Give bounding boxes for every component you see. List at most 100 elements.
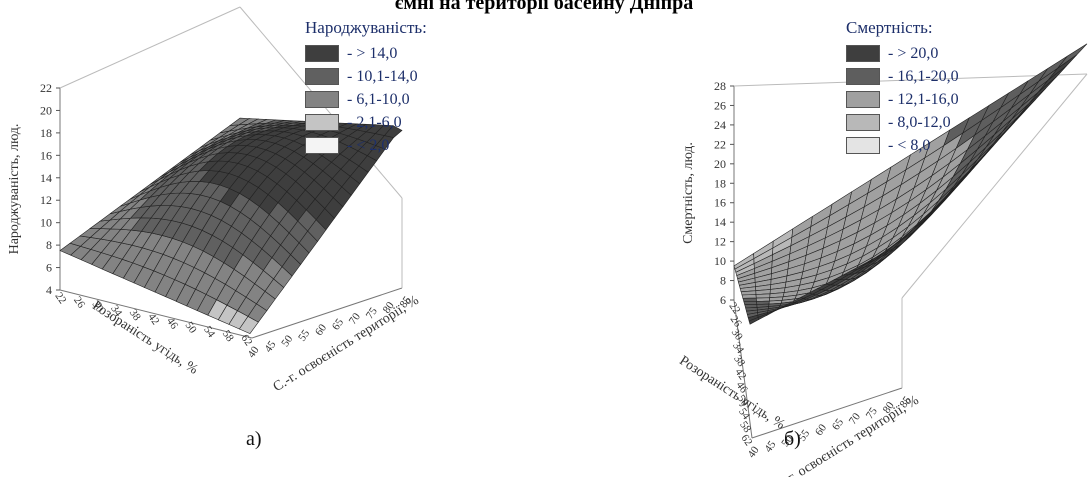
y-axis-line [59, 289, 253, 339]
y-tick-label: 42 [145, 311, 161, 327]
legend-item: - > 14,0 [305, 42, 427, 65]
x-tick-label: 65 [830, 416, 846, 432]
y-axis-line [733, 299, 753, 439]
y-tick-label: 30 [729, 327, 745, 343]
z-tick-label: 14 [40, 171, 52, 185]
legend-death: Смертність: - > 20,0 - 16,1-20,0 - 12,1-… [846, 18, 959, 157]
z-tick-label: 14 [714, 215, 726, 229]
box-edge [901, 73, 1088, 299]
z-tick-label: 18 [40, 126, 52, 140]
z-tick-label: 18 [714, 176, 726, 190]
caption-b: б) [784, 428, 801, 450]
surface-mesh [59, 117, 403, 334]
legend-title: Народжуваність: [305, 18, 427, 37]
surface-cell [383, 125, 403, 138]
caption-a: а) [246, 428, 262, 450]
legend-item: - 6,1-10,0 [305, 88, 427, 111]
y-tick-label: 22 [726, 300, 742, 316]
legend-item: - 2,1-6,0 [305, 111, 427, 134]
surface-cell [743, 301, 758, 306]
z-tick-label: 8 [720, 274, 726, 288]
x-axis-title: С.-г. освоєність території, % [271, 293, 422, 395]
legend-item: - < 2,0 [305, 134, 427, 157]
z-tick-label: 26 [714, 98, 726, 112]
z-tick-label: 20 [40, 103, 52, 117]
legend-label: - 10,1-14,0 [347, 67, 418, 85]
z-tick-label: 22 [40, 81, 52, 95]
legend-label: - < 8,0 [888, 136, 931, 154]
x-axis-line [751, 387, 903, 439]
x-tick-label: 70 [847, 411, 863, 427]
page-title: ємні на території басейну Дніпра [394, 0, 694, 14]
legend-label: - 16,1-20,0 [888, 67, 959, 85]
z-tick-label: 28 [714, 79, 726, 93]
surface-mesh [733, 43, 1088, 325]
y-tick-label: 50 [183, 320, 199, 336]
legend-item: - > 20,0 [846, 42, 959, 65]
x-tick-label: 70 [347, 311, 363, 327]
z-tick-label: 12 [714, 235, 726, 249]
box-edge [59, 6, 241, 89]
legend-swatch [846, 45, 880, 62]
surface-cell [1057, 43, 1088, 69]
legend-swatch [305, 91, 339, 108]
z-tick-label: 8 [46, 238, 52, 252]
legend-label: - > 20,0 [888, 44, 939, 62]
legend-label: - 2,1-6,0 [347, 113, 402, 131]
legend-birth: Народжуваність: - > 14,0 - 10,1-14,0 - 6… [305, 18, 427, 157]
legend-swatch [846, 68, 880, 85]
y-axis-title: Розораність угідь, % [676, 353, 787, 432]
z-tick-label: 12 [40, 193, 52, 207]
surface-cell [741, 294, 757, 299]
y-tick-label: 22 [52, 290, 68, 306]
legend-label: - 6,1-10,0 [347, 90, 410, 108]
plot-box [733, 73, 1088, 439]
y-axis-title: Розораність угідь, % [89, 298, 200, 377]
y-tick-label: 42 [732, 366, 748, 382]
z-tick-label: 24 [714, 118, 726, 132]
x-axis-line [251, 287, 403, 339]
x-tick-label: 40 [245, 344, 261, 360]
y-tick-label: 26 [71, 295, 87, 311]
surface-cell [742, 297, 757, 302]
z-tick-label: 6 [720, 293, 726, 307]
x-tick-label: 60 [813, 422, 829, 438]
x-tick-label: 45 [762, 438, 778, 454]
y-tick-label: 26 [728, 314, 744, 330]
x-tick-label: 40 [745, 444, 761, 460]
legend-item: - 16,1-20,0 [846, 65, 959, 88]
legend-swatch [846, 137, 880, 154]
legend-swatch [305, 137, 339, 154]
z-axis-title: Народжуваність, люд. [7, 124, 22, 255]
legend-item: - 10,1-14,0 [305, 65, 427, 88]
chart-panel-b: 6 8 10 12 14 16 18 20 22 24 26 28 Смертність, люд. 62… [544, 0, 1088, 477]
z-tick-label: 4 [46, 283, 52, 297]
z-tick-label: 6 [46, 261, 52, 275]
legend-item: - < 8,0 [846, 134, 959, 157]
x-tick-label: 50 [279, 333, 295, 349]
z-tick-label: 10 [40, 216, 52, 230]
z-tick-label: 10 [714, 254, 726, 268]
y-tick-label: 46 [164, 316, 180, 332]
legend-title: Смертність: [846, 18, 933, 37]
legend-label: - < 2,0 [347, 136, 390, 154]
surface-cell [893, 232, 913, 249]
legend-swatch [305, 68, 339, 85]
legend-item: - 8,0-12,0 [846, 111, 959, 134]
x-tick-label: 45 [262, 338, 278, 354]
legend-item: - 12,1-16,0 [846, 88, 959, 111]
x-tick-label: 55 [296, 327, 312, 343]
box-edge [733, 73, 1088, 87]
legend-swatch [305, 45, 339, 62]
z-tick-label: 16 [714, 196, 726, 210]
y-tick-label: 34 [730, 340, 746, 356]
legend-swatch [305, 114, 339, 131]
x-tick-label: 65 [330, 316, 346, 332]
z-axis-title: Смертність, люд. [681, 142, 696, 244]
legend-label: - 8,0-12,0 [888, 113, 951, 131]
legend-swatch [846, 114, 880, 131]
legend-label: - 12,1-16,0 [888, 90, 959, 108]
legend-swatch [846, 91, 880, 108]
y-tick-label: 38 [731, 353, 747, 369]
